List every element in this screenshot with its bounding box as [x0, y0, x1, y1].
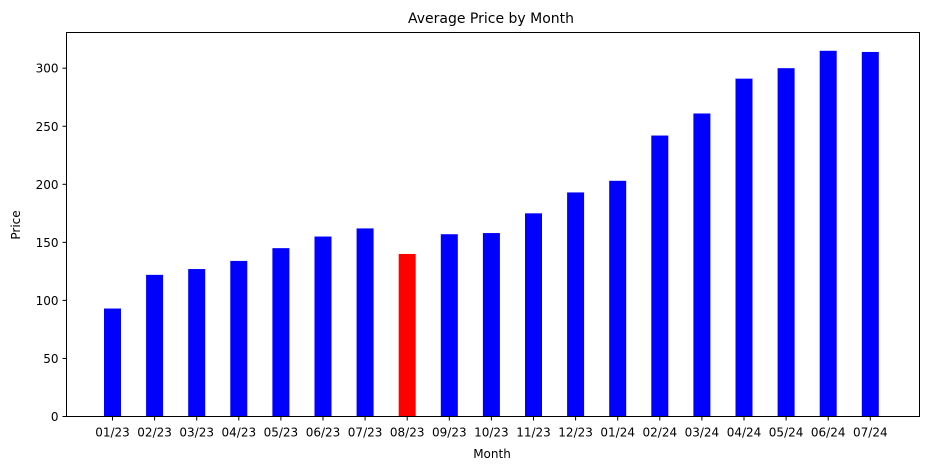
x-tick-label: 04/23	[222, 426, 257, 440]
y-tick-label: 300	[36, 62, 59, 76]
bar-02-24	[651, 135, 669, 417]
x-tick-label: 03/23	[179, 426, 214, 440]
bar-06-23	[314, 236, 332, 417]
x-tick-label: 10/23	[474, 426, 509, 440]
x-tick-label: 01/23	[95, 426, 130, 440]
bars-layer	[104, 50, 879, 417]
x-tick-label: 08/23	[390, 426, 425, 440]
x-axis-ticks: 01/23 02/23 03/23 04/23 05/23 06/23 07/23 08/23…	[95, 416, 888, 440]
bar-12-23	[567, 192, 585, 417]
plot-frame	[66, 32, 920, 417]
y-tick-label: 150	[36, 236, 59, 250]
y-tick-label: 100	[36, 294, 59, 308]
bar-07-23	[356, 228, 374, 417]
x-tick-label: 06/23	[306, 426, 341, 440]
x-tick-label: 04/24	[727, 426, 762, 440]
y-tick-label: 0	[51, 410, 59, 424]
x-tick-label: 12/23	[558, 426, 593, 440]
bar-08-23	[398, 253, 416, 417]
x-tick-label: 07/23	[348, 426, 383, 440]
x-tick-label: 09/23	[432, 426, 467, 440]
bar-04-23	[230, 260, 248, 417]
bar-09-23	[440, 234, 458, 417]
x-tick-label: 03/24	[685, 426, 720, 440]
x-tick-label: 05/23	[264, 426, 299, 440]
x-tick-label: 02/23	[137, 426, 172, 440]
x-tick-label: 11/23	[516, 426, 551, 440]
bar-01-23	[104, 308, 121, 417]
bar-03-24	[693, 113, 711, 417]
bar-07-24	[861, 51, 879, 417]
x-tick-label: 02/24	[643, 426, 678, 440]
x-tick-label: 06/24	[811, 426, 846, 440]
bar-01-24	[609, 180, 627, 417]
bar-04-24	[735, 78, 753, 417]
bar-02-23	[146, 274, 164, 417]
bar-03-23	[188, 269, 206, 417]
chart-title: Average Price by Month	[408, 11, 574, 27]
bar-11-23	[525, 213, 542, 417]
bar-05-24	[777, 68, 795, 417]
y-tick-label: 250	[36, 120, 59, 134]
y-tick-label: 200	[36, 178, 59, 192]
y-axis-title: Price	[9, 210, 23, 239]
x-tick-label: 05/24	[769, 426, 804, 440]
y-axis-ticks: 0 50 100 150 200 250 300	[36, 62, 67, 424]
x-tick-label: 07/24	[853, 426, 888, 440]
x-tick-label: 01/24	[600, 426, 635, 440]
bar-05-23	[272, 248, 290, 417]
bar-10-23	[482, 233, 500, 417]
x-axis-title: Month	[473, 447, 511, 461]
bar-06-24	[819, 50, 837, 417]
y-tick-label: 50	[43, 352, 58, 366]
